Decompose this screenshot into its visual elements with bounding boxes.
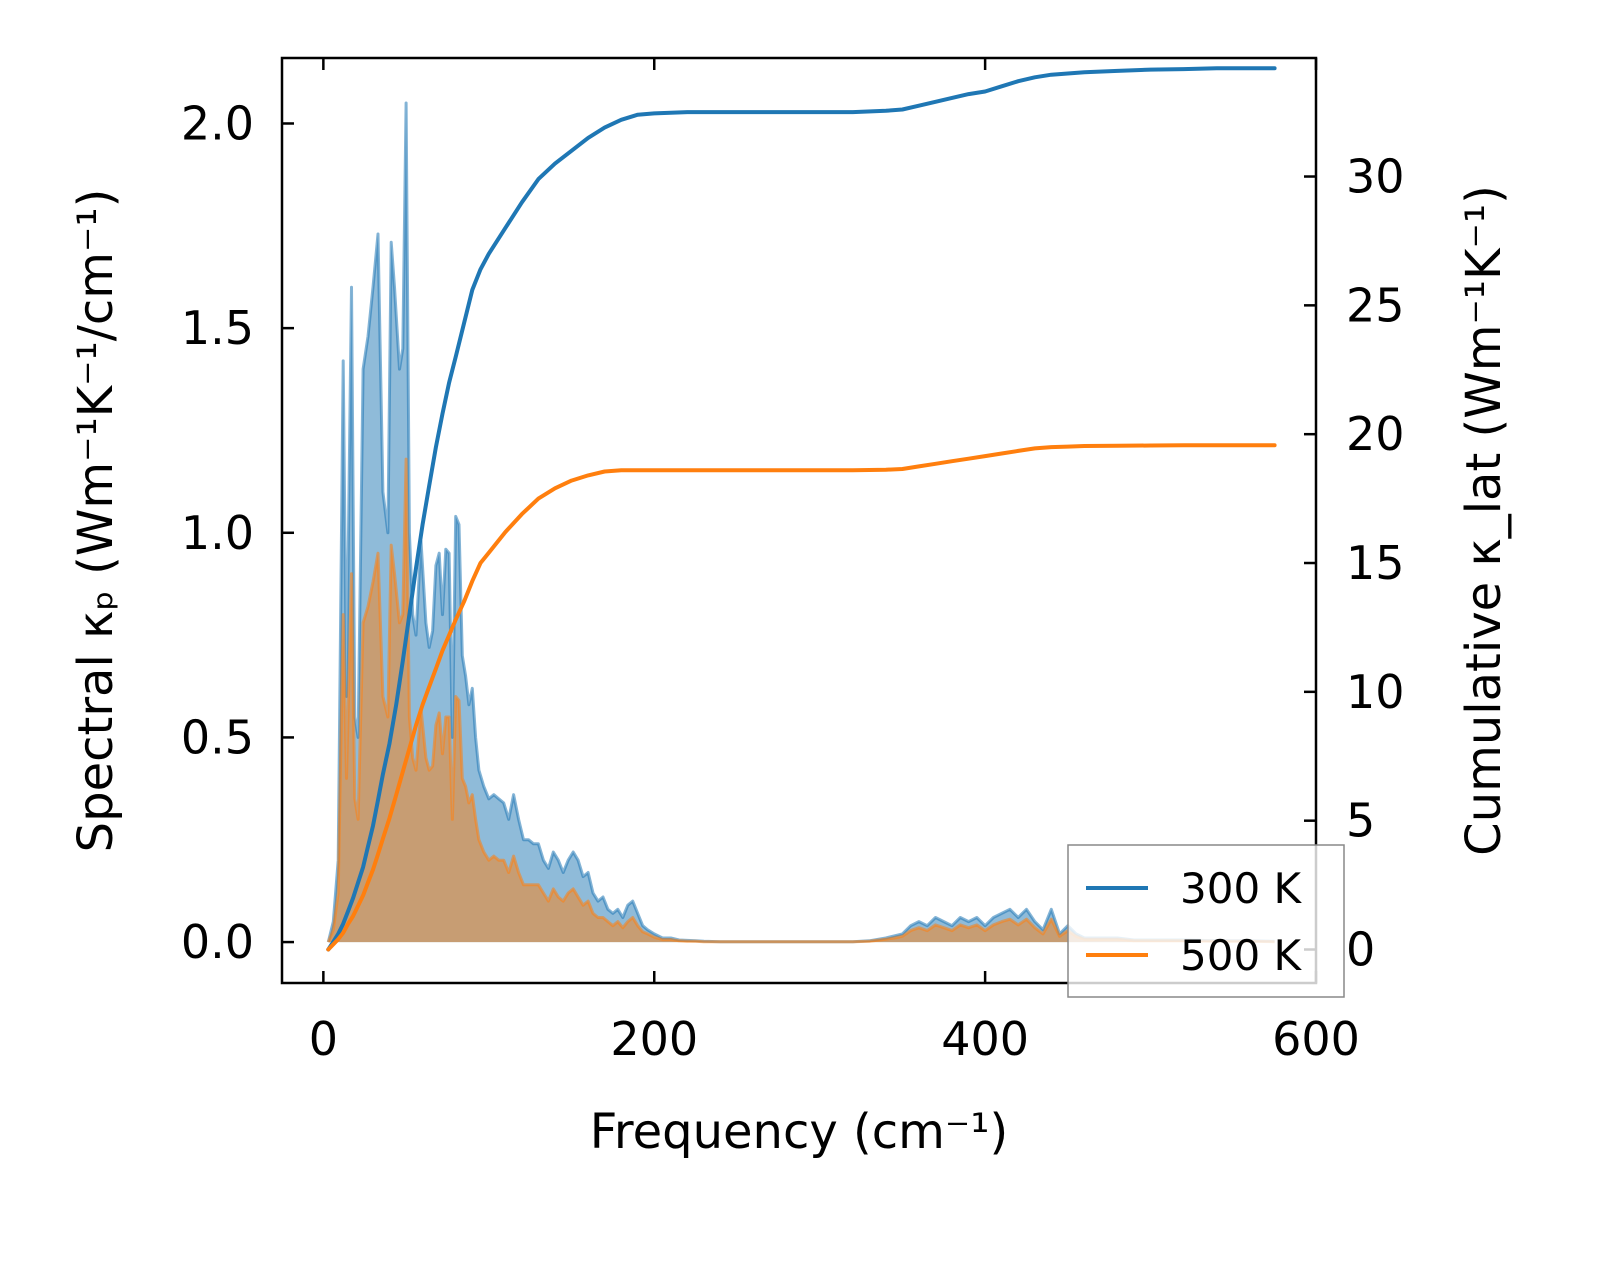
y-right-tick-label: 30 [1346, 150, 1405, 204]
y-right-tick-label: 25 [1346, 278, 1405, 332]
x-tick-label: 200 [610, 1012, 698, 1066]
spectral-area-500-k [328, 459, 1275, 943]
y-left-tick-label: 1.5 [181, 301, 254, 355]
y-right-tick-label: 10 [1346, 665, 1405, 719]
y-left-tick-label: 1.0 [181, 506, 254, 560]
legend-label-500-k: 500 K [1180, 931, 1303, 980]
axes: 0 200 400 600 0.0 0.5 1.0 1.5 2.0 0 5 10 15 20 25 30 [181, 56, 1405, 1066]
y-right-tick-label: 5 [1346, 794, 1375, 848]
x-tick-label: 0 [309, 1012, 338, 1066]
legend-label-300-k: 300 K [1180, 864, 1303, 913]
plot-frame [280, 56, 1318, 985]
x-axis-label: Frequency (cm⁻¹) [590, 1104, 1008, 1160]
legend-box [1067, 844, 1345, 998]
y-right-tick-label: 15 [1346, 536, 1405, 590]
y-left-tick-label: 0.0 [181, 915, 254, 969]
spectral-line-500-k [326, 457, 1275, 944]
x-tick-label: 600 [1272, 1012, 1360, 1066]
x-tick-label: 400 [941, 1012, 1029, 1066]
y-left-tick-label: 0.5 [181, 710, 254, 764]
y-axis-left-label: Spectral κₚ (Wm⁻¹K⁻¹/cm⁻¹) [68, 189, 124, 853]
legend: 300 K 500 K [1067, 844, 1345, 998]
cumulative-line-500-k [326, 443, 1277, 952]
y-axis-right-label: Cumulative κ_lat (Wm⁻¹K⁻¹) [1456, 185, 1512, 856]
y-right-tick-label: 20 [1346, 407, 1405, 461]
y-left-tick-label: 2.0 [181, 96, 254, 150]
plot-area [326, 66, 1277, 952]
y-right-tick-label: 0 [1346, 923, 1375, 977]
cumulative-line-300-k [326, 66, 1277, 952]
